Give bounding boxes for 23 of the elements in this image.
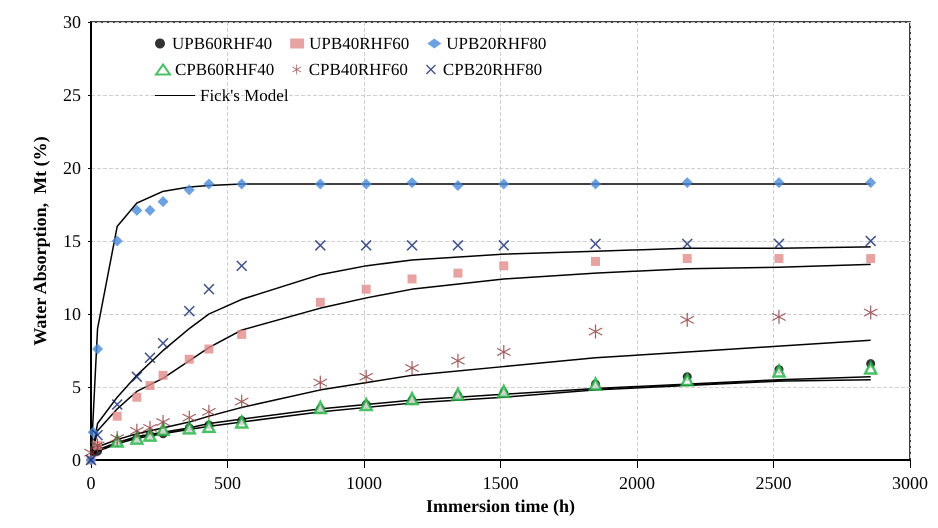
legend-label: CPB60RHF40 — [175, 60, 274, 79]
x-tick-label: 2000 — [619, 473, 655, 493]
x-tick-label: 3000 — [892, 473, 928, 493]
y-tick-label: 15 — [63, 231, 81, 251]
x-tick-label: 1500 — [482, 473, 518, 493]
y-axis-title: Water Absorption, Mt (%) — [30, 136, 50, 346]
y-tick-label: 25 — [63, 85, 81, 105]
legend-label: UPB40RHF60 — [309, 34, 410, 53]
y-tick-label: 20 — [63, 158, 81, 178]
x-tick-label: 0 — [86, 473, 96, 493]
x-axis-title: Immersion time (h) — [426, 496, 575, 516]
y-tick-label: 30 — [63, 12, 81, 32]
legend-label: CPB20RHF80 — [442, 60, 542, 79]
legend-label: UPB20RHF80 — [446, 34, 546, 53]
y-tick-label: 5 — [72, 377, 81, 397]
y-tick-label: 10 — [63, 304, 81, 324]
x-tick-label: 1000 — [346, 473, 382, 493]
y-tick-label: 0 — [72, 450, 81, 470]
legend-label: CPB40RHF60 — [308, 60, 408, 79]
legend-label: UPB60RHF40 — [172, 34, 272, 53]
x-tick-label: 500 — [214, 473, 241, 493]
legend-label: Fick's Model — [200, 86, 289, 105]
x-tick-label: 2500 — [756, 473, 792, 493]
